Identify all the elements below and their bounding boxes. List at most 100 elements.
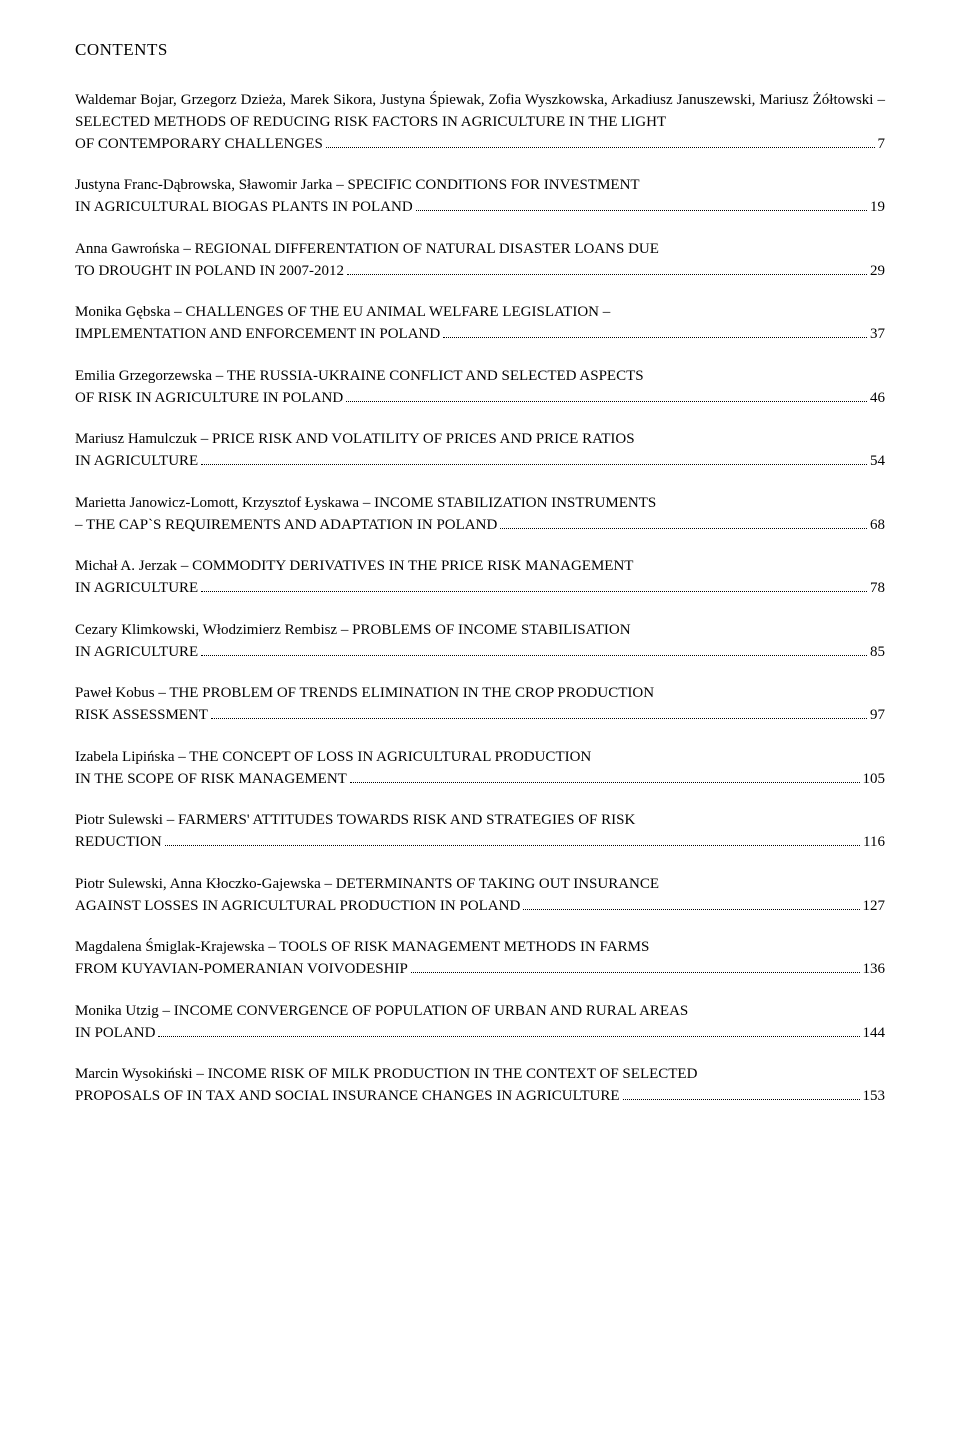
toc-page-number: 136 (863, 959, 886, 981)
toc-last-line: OF CONTEMPORARY CHALLENGES 7 (75, 134, 885, 156)
toc-entry-body: Justyna Franc-Dąbrowska, Sławomir Jarka … (75, 175, 885, 197)
toc-entry: Paweł Kobus – THE PROBLEM OF TRENDS ELIM… (75, 683, 885, 727)
toc-title: INCOME RISK OF MILK PRODUCTION IN THE CO… (208, 1066, 698, 1082)
toc-title: INCOME STABILIZATION INSTRUMENTS (374, 495, 656, 511)
toc-entry-body: Piotr Sulewski, Anna Kłoczko-Gajewska – … (75, 874, 885, 896)
toc-authors: Mariusz Hamulczuk (75, 431, 197, 447)
toc-entry-body: Cezary Klimkowski, Włodzimierz Rembisz –… (75, 620, 885, 642)
dot-leader (201, 464, 867, 465)
toc-entry-body: Marietta Janowicz-Lomott, Krzysztof Łysk… (75, 493, 885, 515)
toc-entry-body: Anna Gawrońska – REGIONAL DIFFERENTATION… (75, 239, 885, 261)
toc-authors: Marcin Wysokiński (75, 1066, 193, 1082)
toc-title-tail: IN POLAND (75, 1023, 155, 1045)
toc-title-tail: OF RISK IN AGRICULTURE IN POLAND (75, 388, 343, 410)
toc-last-line: OF RISK IN AGRICULTURE IN POLAND 46 (75, 388, 885, 410)
toc-entry-body: Marcin Wysokiński – INCOME RISK OF MILK … (75, 1064, 885, 1086)
toc-entry: Anna Gawrońska – REGIONAL DIFFERENTATION… (75, 239, 885, 283)
toc-page-number: 153 (863, 1086, 886, 1108)
toc-title: PROBLEMS OF INCOME STABILISATION (352, 622, 630, 638)
toc-entry: Monika Gębska – CHALLENGES OF THE EU ANI… (75, 302, 885, 346)
toc-title-tail: RISK ASSESSMENT (75, 705, 208, 727)
toc-entry-body: Waldemar Bojar, Grzegorz Dzieża, Marek S… (75, 90, 885, 134)
toc-last-line: IMPLEMENTATION AND ENFORCEMENT IN POLAND… (75, 324, 885, 346)
dot-leader (158, 1036, 859, 1037)
toc-title: THE CONCEPT OF LOSS IN AGRICULTURAL PROD… (189, 749, 591, 765)
toc-title-tail: PROPOSALS OF IN TAX AND SOCIAL INSURANCE… (75, 1086, 620, 1108)
toc-page-number: 127 (863, 896, 886, 918)
toc-title-tail: OF CONTEMPORARY CHALLENGES (75, 134, 323, 156)
dot-leader (165, 845, 860, 846)
toc-title-tail: IN AGRICULTURE (75, 578, 198, 600)
toc-entry: Mariusz Hamulczuk – PRICE RISK AND VOLAT… (75, 429, 885, 473)
toc-entry-body: Mariusz Hamulczuk – PRICE RISK AND VOLAT… (75, 429, 885, 451)
toc-authors: Anna Gawrońska (75, 241, 180, 257)
dot-leader (346, 401, 867, 402)
toc-authors: Justyna Franc-Dąbrowska, Sławomir Jarka (75, 177, 332, 193)
toc-authors: Paweł Kobus (75, 685, 155, 701)
dot-leader (623, 1099, 860, 1100)
dot-leader (500, 528, 867, 529)
toc-last-line: IN THE SCOPE OF RISK MANAGEMENT105 (75, 769, 885, 791)
toc-authors: Cezary Klimkowski, Włodzimierz Rembisz (75, 622, 337, 638)
dot-leader (416, 210, 867, 211)
dot-leader (443, 337, 867, 338)
dot-leader (350, 782, 860, 783)
toc-last-line: PROPOSALS OF IN TAX AND SOCIAL INSURANCE… (75, 1086, 885, 1108)
toc-entry: Marietta Janowicz-Lomott, Krzysztof Łysk… (75, 493, 885, 537)
dot-leader (326, 147, 875, 148)
toc-page-number: 19 (870, 197, 885, 219)
toc-last-line: TO DROUGHT IN POLAND IN 2007-2012 29 (75, 261, 885, 283)
toc-entry-body: Monika Utzig – INCOME CONVERGENCE OF POP… (75, 1001, 885, 1023)
toc-last-line: AGAINST LOSSES IN AGRICULTURAL PRODUCTIO… (75, 896, 885, 918)
toc-entry-body: Paweł Kobus – THE PROBLEM OF TRENDS ELIM… (75, 683, 885, 705)
toc-last-line: IN POLAND 144 (75, 1023, 885, 1045)
toc-page-number: 46 (870, 388, 885, 410)
toc-page-number: 7 (878, 134, 886, 156)
toc-last-line: REDUCTION 116 (75, 832, 885, 854)
toc-entry: Waldemar Bojar, Grzegorz Dzieża, Marek S… (75, 90, 885, 155)
toc-title: SPECIFIC CONDITIONS FOR INVESTMENT (347, 177, 639, 193)
contents-list: Waldemar Bojar, Grzegorz Dzieża, Marek S… (75, 90, 885, 1108)
toc-title-tail: – THE CAP`S REQUIREMENTS AND ADAPTATION … (75, 515, 497, 537)
toc-authors: Waldemar Bojar, Grzegorz Dzieża, Marek S… (75, 92, 873, 108)
toc-entry: Monika Utzig – INCOME CONVERGENCE OF POP… (75, 1001, 885, 1045)
toc-page-number: 97 (870, 705, 885, 727)
toc-title-tail: REDUCTION (75, 832, 162, 854)
toc-title: COMMODITY DERIVATIVES IN THE PRICE RISK … (192, 558, 633, 574)
toc-entry: Marcin Wysokiński – INCOME RISK OF MILK … (75, 1064, 885, 1108)
toc-page-number: 37 (870, 324, 885, 346)
toc-entry: Piotr Sulewski – FARMERS' ATTITUDES TOWA… (75, 810, 885, 854)
dot-leader (523, 909, 859, 910)
toc-page-number: 68 (870, 515, 885, 537)
toc-entry: Cezary Klimkowski, Włodzimierz Rembisz –… (75, 620, 885, 664)
toc-page-number: 29 (870, 261, 885, 283)
toc-page-number: 144 (863, 1023, 886, 1045)
toc-title-tail: IN AGRICULTURAL BIOGAS PLANTS IN POLAND (75, 197, 413, 219)
toc-authors: Piotr Sulewski (75, 812, 163, 828)
toc-page-number: 85 (870, 642, 885, 664)
toc-title: TOOLS OF RISK MANAGEMENT METHODS IN FARM… (279, 939, 649, 955)
toc-title-tail: IN AGRICULTURE (75, 642, 198, 664)
toc-last-line: – THE CAP`S REQUIREMENTS AND ADAPTATION … (75, 515, 885, 537)
toc-entry-body: Emilia Grzegorzewska – THE RUSSIA-UKRAIN… (75, 366, 885, 388)
toc-last-line: FROM KUYAVIAN-POMERANIAN VOIVODESHIP136 (75, 959, 885, 981)
toc-entry-body: Izabela Lipińska – THE CONCEPT OF LOSS I… (75, 747, 885, 769)
dot-leader (411, 972, 860, 973)
toc-entry-body: Magdalena Śmiglak-Krajewska – TOOLS OF R… (75, 937, 885, 959)
toc-authors: Izabela Lipińska (75, 749, 175, 765)
toc-last-line: RISK ASSESSMENT 97 (75, 705, 885, 727)
toc-entry: Justyna Franc-Dąbrowska, Sławomir Jarka … (75, 175, 885, 219)
toc-title-tail: TO DROUGHT IN POLAND IN 2007-2012 (75, 261, 344, 283)
toc-page-number: 116 (863, 832, 885, 854)
toc-authors: Magdalena Śmiglak-Krajewska (75, 939, 265, 955)
toc-entry: Izabela Lipińska – THE CONCEPT OF LOSS I… (75, 747, 885, 791)
toc-authors: Monika Utzig (75, 1003, 159, 1019)
toc-title: FARMERS' ATTITUDES TOWARDS RISK AND STRA… (178, 812, 635, 828)
dot-leader (211, 718, 867, 719)
toc-entry: Michał A. Jerzak – COMMODITY DERIVATIVES… (75, 556, 885, 600)
toc-title: CHALLENGES OF THE EU ANIMAL WELFARE LEGI… (185, 304, 610, 320)
toc-entry: Magdalena Śmiglak-Krajewska – TOOLS OF R… (75, 937, 885, 981)
toc-title-tail: IN AGRICULTURE (75, 451, 198, 473)
toc-entry: Emilia Grzegorzewska – THE RUSSIA-UKRAIN… (75, 366, 885, 410)
toc-authors: Emilia Grzegorzewska (75, 368, 212, 384)
